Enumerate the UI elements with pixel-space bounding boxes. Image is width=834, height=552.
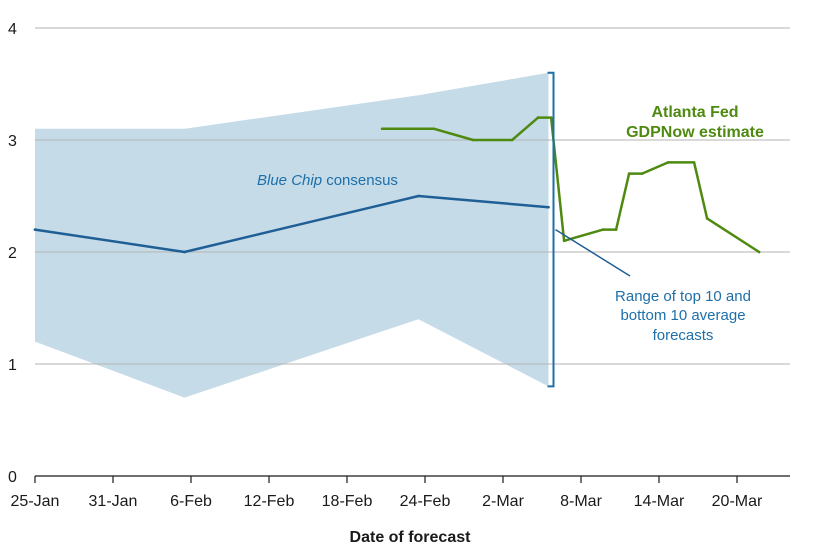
x-tick-label-2-Mar: 2-Mar [482,493,524,510]
x-tick-label-14-Mar: 14-Mar [634,493,685,510]
blue-chip-italic-text: Blue Chip [257,172,322,189]
atlanta-fed-gdpnow-estimate-point-6 [562,239,566,243]
x-tick-label-18-Feb: 18-Feb [322,493,373,510]
blue-chip-consensus-point-3 [547,205,550,209]
atlanta-fed-gdpnow-estimate-point-12 [692,161,696,164]
atlanta-fed-gdpnow-estimate-point-7 [601,228,605,231]
atlanta-fed-gdpnow-estimate-point-1 [432,127,436,131]
atlanta-fed-gdpnow-estimate-point-2 [471,138,475,142]
atlanta-fed-gdpnow-estimate-point-11 [666,161,670,164]
blue-chip-consensus-point-2 [417,194,420,198]
gdpnow-label-line2: GDPNow estimate [626,124,764,141]
x-tick-label-24-Feb: 24-Feb [400,493,451,510]
atlanta-fed-gdpnow-estimate-point-3 [510,138,514,142]
atlanta-fed-gdpnow-estimate-point-5 [549,116,553,119]
annotation-layer: Blue Chip consensus Atlanta Fed GDPNow e… [257,71,764,546]
y-tick-label-2: 2 [8,245,17,262]
y-tick-label-3: 3 [8,133,17,150]
x-axis-title: Date of forecast [350,529,472,546]
range-label-line2: bottom 10 average [620,307,745,324]
x-tick-label-25-Jan: 25-Jan [11,493,60,510]
y-tick-label-0: 0 [8,469,17,486]
range-bracket [547,71,555,388]
gdpnow-label-line1: Atlanta Fed [651,104,738,121]
blue-chip-consensus-line [33,194,550,254]
range-leader-line [555,228,631,277]
x-tick-label-12-Feb: 12-Feb [244,493,295,510]
series-layer [33,116,761,254]
x-tick-label-8-Mar: 8-Mar [560,493,602,510]
blue-chip-rest-text: consensus [322,172,398,189]
atlanta-fed-gdpnow-estimate-point-4 [536,116,540,119]
x-axis: 25-Jan 31-Jan 6-Feb 12-Feb 18-Feb 24-Feb 2-Mar… [11,475,790,510]
range-label-line3: forecasts [653,327,714,344]
atlanta-fed-gdpnow-estimate-point-8 [614,228,618,231]
y-tick-label-4: 4 [8,21,17,38]
range-label-line1: Range of top 10 and [615,288,751,305]
x-tick-label-20-Mar: 20-Mar [712,493,763,510]
x-tick-label-31-Jan: 31-Jan [89,493,138,510]
atlanta-fed-gdpnow-estimate-point-14 [757,250,761,254]
range-band-layer [35,72,549,398]
blue-chip-consensus-label: Blue Chip consensus [257,172,398,189]
range-band-area [35,72,549,398]
x-tick-label-6-Feb: 6-Feb [170,493,212,510]
atlanta-fed-gdpnow-estimate-point-0 [380,127,384,131]
y-tick-label-1: 1 [8,357,17,374]
atlanta-fed-gdpnow-estimate-point-13 [705,217,709,220]
atlanta-fed-gdpnow-estimate-point-9 [627,172,631,175]
gridline-layer: 0 1 2 3 4 [8,21,790,486]
blue-chip-consensus-point-1 [183,250,186,254]
atlanta-fed-gdpnow-estimate-point-10 [640,172,644,175]
blue-chip-consensus-point-0 [33,228,37,231]
